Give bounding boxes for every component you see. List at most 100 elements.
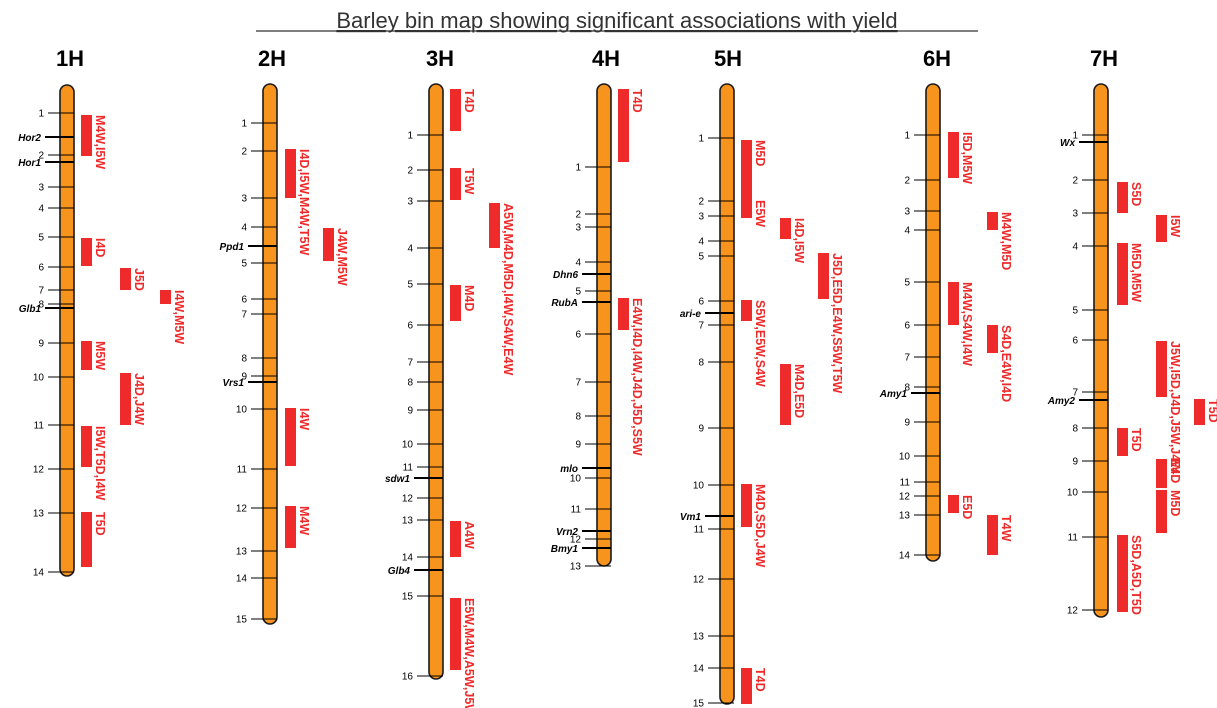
bin-label: 6 — [407, 321, 413, 332]
bin-label: 3 — [407, 197, 413, 208]
gene-label: RubA — [551, 298, 578, 309]
bin-label: 15 — [402, 592, 414, 603]
association-bar — [450, 285, 461, 321]
association-label: I5D,M5W — [960, 132, 974, 184]
chromosome-bar — [596, 83, 612, 567]
association-bar — [741, 140, 752, 200]
gene-label: Vrs1 — [222, 378, 244, 389]
bin-label: 8 — [904, 383, 910, 394]
bin-label: 6 — [38, 263, 44, 274]
bin-label: 3 — [1072, 209, 1078, 220]
bin-label: 11 — [900, 478, 911, 489]
association-label: T4W — [999, 515, 1013, 542]
bin-label: 7 — [1072, 388, 1078, 399]
bin-label: 2 — [407, 166, 413, 177]
bin-label: 3 — [904, 207, 910, 218]
bin-label: 11 — [571, 505, 582, 516]
association-bar — [818, 253, 829, 299]
bin-label: 5 — [575, 287, 581, 298]
association-bar — [1156, 215, 1167, 242]
bin-label: 6 — [575, 330, 581, 341]
bin-label: 4 — [407, 244, 413, 255]
bin-label: 2 — [904, 176, 910, 187]
association-label: S4D,E4W,I4D — [999, 325, 1013, 402]
bin-label: 6 — [904, 321, 910, 332]
chromosome-bar — [719, 83, 735, 705]
bin-label: 7 — [575, 378, 581, 389]
association-bar — [1117, 535, 1128, 612]
association-bar — [450, 168, 461, 200]
association-label: J4W,M5W — [335, 228, 349, 286]
gene-label: mlo — [560, 464, 578, 475]
bin-label: 12 — [570, 535, 582, 546]
association-bar — [741, 668, 752, 704]
association-bar — [285, 408, 296, 466]
gene-label: Ppd1 — [220, 242, 245, 253]
bin-label: 2 — [38, 151, 44, 162]
association-label: M4W — [297, 506, 311, 535]
bin-label: 14 — [33, 568, 45, 579]
bin-label: 3 — [698, 212, 704, 223]
gene-label: Amy1 — [879, 389, 908, 400]
bin-label: 10 — [236, 405, 248, 416]
association-label: I4D,I5W — [792, 218, 806, 263]
bin-label: 12 — [402, 494, 414, 505]
bin-label: 14 — [236, 574, 248, 585]
bin-label: 6 — [1072, 336, 1078, 347]
association-label: T5W — [462, 168, 476, 195]
bin-label: 5 — [904, 278, 910, 289]
bin-label: 9 — [407, 406, 413, 417]
bin-label: 7 — [407, 358, 413, 369]
association-label: M4D,E5D — [792, 364, 806, 418]
association-bar — [948, 495, 959, 513]
association-label: T5D — [1206, 399, 1217, 423]
association-label: E5D — [960, 495, 974, 519]
bin-label: 3 — [38, 183, 44, 194]
association-bar — [780, 364, 791, 425]
bin-label: 1 — [698, 134, 704, 145]
association-bar — [780, 218, 791, 239]
association-label: S5D — [1129, 182, 1143, 206]
chromosome-name: 4H — [592, 46, 620, 71]
association-bar — [618, 298, 629, 330]
association-label: S5D,A5D,T5D — [1129, 535, 1143, 615]
bin-label: 8 — [241, 354, 247, 365]
association-label: I4W,M5W — [172, 290, 186, 344]
association-label: A4W — [462, 521, 476, 549]
association-label: T4D — [753, 668, 767, 692]
association-label: I5W — [1168, 215, 1182, 237]
bin-label: 1 — [407, 131, 413, 142]
bin-label: 1 — [241, 119, 247, 130]
chromosome-5H: 5H123456789101112131415ari-eVm1M5DE5WI4D… — [680, 46, 844, 708]
association-label: T4D — [462, 89, 476, 113]
bin-label: 15 — [236, 615, 248, 626]
gene-label: Amy2 — [1047, 396, 1076, 407]
bin-label: 7 — [904, 353, 910, 364]
chromosome-2H: 2H123456789101112131415Ppd1Vrs1I4D,I5W,M… — [220, 46, 349, 626]
association-label: M4W,M5D — [999, 212, 1013, 270]
association-label: E5W — [753, 200, 767, 227]
association-label: M5W — [93, 341, 107, 370]
association-label: T5D — [93, 512, 107, 536]
association-bar — [160, 290, 171, 304]
bin-label: 9 — [38, 339, 44, 350]
association-label: M4D,S5D,J4W — [753, 484, 767, 568]
association-bar — [450, 598, 461, 670]
association-label: M5D — [753, 140, 767, 166]
bin-label: 10 — [693, 481, 705, 492]
chromosome-name: 2H — [258, 46, 286, 71]
association-bar — [741, 300, 752, 321]
association-bar — [948, 132, 959, 178]
association-label: I4D — [93, 238, 107, 257]
bin-label: 5 — [38, 233, 44, 244]
gene-label: sdw1 — [385, 474, 410, 485]
bin-label: 9 — [904, 418, 910, 429]
bin-label: 12 — [693, 575, 705, 586]
bin-label: 2 — [698, 197, 704, 208]
association-bar — [489, 203, 500, 248]
association-bar — [81, 512, 92, 567]
association-bar — [1156, 490, 1167, 533]
association-label: T4D — [630, 89, 644, 113]
bin-label: 11 — [237, 465, 248, 476]
bin-label: 10 — [1067, 488, 1079, 499]
